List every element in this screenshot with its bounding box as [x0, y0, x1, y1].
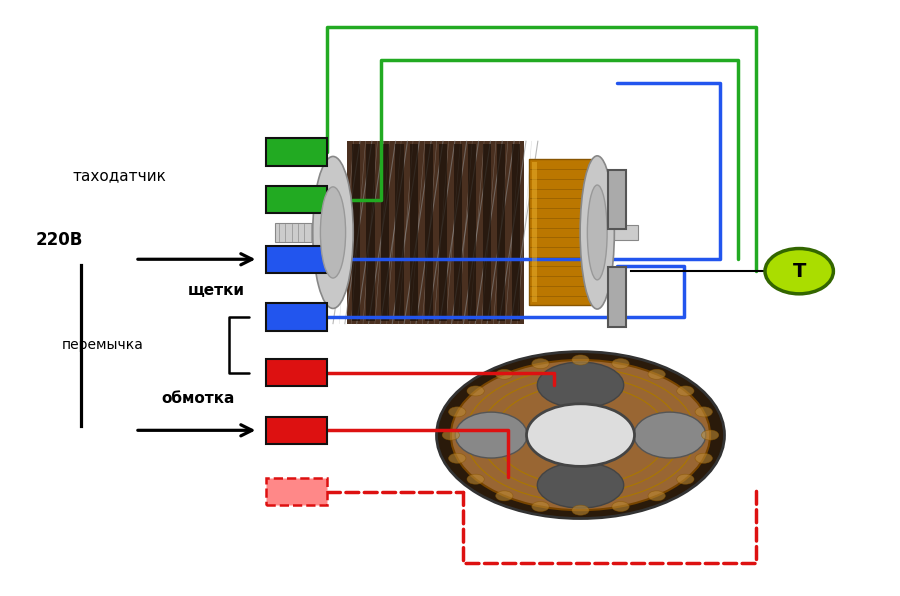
Ellipse shape	[532, 501, 549, 511]
Ellipse shape	[451, 360, 710, 510]
Bar	[352, 144, 360, 321]
Text: таходатчик: таходатчик	[73, 168, 166, 184]
Ellipse shape	[537, 462, 624, 508]
Bar	[410, 144, 419, 321]
Bar	[425, 144, 433, 321]
Bar	[529, 160, 598, 305]
Circle shape	[765, 249, 833, 294]
Ellipse shape	[572, 505, 590, 515]
Bar	[266, 138, 327, 166]
Ellipse shape	[677, 474, 694, 484]
Bar	[266, 359, 327, 386]
Ellipse shape	[442, 430, 460, 440]
Ellipse shape	[572, 355, 590, 365]
Ellipse shape	[313, 156, 353, 309]
Ellipse shape	[612, 359, 629, 369]
Bar	[274, 223, 328, 242]
Bar	[482, 144, 491, 321]
Bar	[497, 144, 505, 321]
Ellipse shape	[467, 474, 484, 484]
Ellipse shape	[695, 454, 713, 463]
Ellipse shape	[448, 407, 466, 417]
Ellipse shape	[648, 370, 665, 379]
Ellipse shape	[612, 501, 629, 511]
Text: обмотка: обмотка	[161, 392, 235, 406]
Bar	[608, 170, 626, 229]
Text: щетки: щетки	[187, 283, 245, 298]
Ellipse shape	[320, 187, 346, 278]
Ellipse shape	[455, 412, 527, 458]
Ellipse shape	[537, 362, 624, 408]
Ellipse shape	[695, 407, 713, 417]
Bar	[266, 478, 327, 505]
Ellipse shape	[532, 359, 549, 369]
Ellipse shape	[580, 156, 615, 309]
Ellipse shape	[467, 386, 484, 396]
Text: 220В: 220В	[36, 231, 84, 249]
Bar	[608, 267, 626, 327]
Ellipse shape	[436, 352, 724, 519]
Bar	[366, 144, 374, 321]
Bar	[468, 144, 476, 321]
Bar	[266, 246, 327, 273]
Ellipse shape	[526, 404, 634, 466]
Ellipse shape	[634, 412, 706, 458]
Bar	[266, 303, 327, 331]
Ellipse shape	[701, 430, 719, 440]
Bar	[346, 141, 525, 324]
Ellipse shape	[496, 370, 513, 379]
Bar	[270, 119, 738, 346]
Ellipse shape	[422, 343, 739, 527]
Ellipse shape	[588, 185, 608, 280]
Bar	[454, 144, 462, 321]
Ellipse shape	[448, 454, 466, 463]
Bar	[266, 417, 327, 444]
Bar	[439, 144, 447, 321]
Bar	[532, 163, 537, 302]
Text: перемычка: перемычка	[62, 338, 144, 352]
Bar	[512, 144, 520, 321]
Bar	[266, 186, 327, 213]
Text: T: T	[793, 262, 806, 281]
Bar	[395, 144, 403, 321]
Ellipse shape	[648, 491, 665, 501]
Bar	[381, 144, 389, 321]
Bar	[611, 225, 638, 240]
Ellipse shape	[677, 386, 694, 396]
Ellipse shape	[496, 491, 513, 501]
